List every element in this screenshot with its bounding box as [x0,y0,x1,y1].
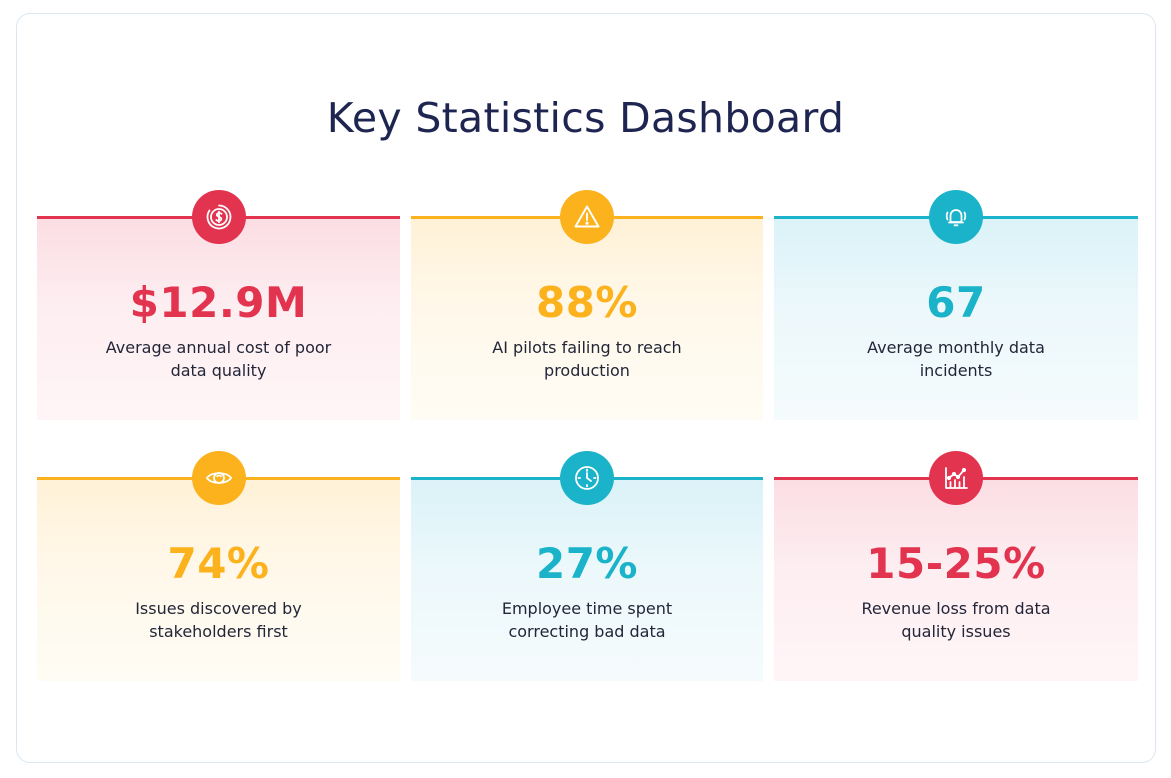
stat-value: $12.9M [129,278,308,327]
stat-value: 27% [535,539,639,588]
clock-icon [560,451,614,505]
stat-label: Issues discovered by stakeholders first [135,599,302,641]
stat-value: 15-25% [866,539,1046,588]
stat-card-incidents: 67 Average monthly data incidents [774,190,1138,420]
stat-card-revenue-loss: 15-25% Revenue loss from data quality is… [774,451,1138,681]
stat-card-annual-cost: $12.9M Average annual cost of poor data … [37,190,400,420]
page-title: Key Statistics Dashboard [326,94,845,142]
stat-label: Revenue loss from data quality issues [861,599,1051,641]
stat-value: 74% [167,539,270,588]
stat-label: Average annual cost of poor data quality [105,338,332,380]
stat-label: Average monthly data incidents [867,338,1045,380]
eye-icon [191,451,246,505]
stat-card-employee-time: 27% Employee time spent correcting bad d… [411,451,763,681]
trending-chart-icon [929,451,983,505]
stat-value: 67 [926,278,986,327]
dollar-coin-icon [191,190,246,244]
stat-label: AI pilots failing to reach production [492,338,682,380]
warning-triangle-icon [560,190,614,244]
stat-label: Employee time spent correcting bad data [501,599,673,641]
stat-card-stakeholders: 74% Issues discovered by stakeholders fi… [37,451,400,681]
stat-card-ai-pilots: 88% AI pilots failing to reach productio… [411,190,763,420]
bell-alert-icon [929,190,983,244]
stat-value: 88% [535,278,639,327]
